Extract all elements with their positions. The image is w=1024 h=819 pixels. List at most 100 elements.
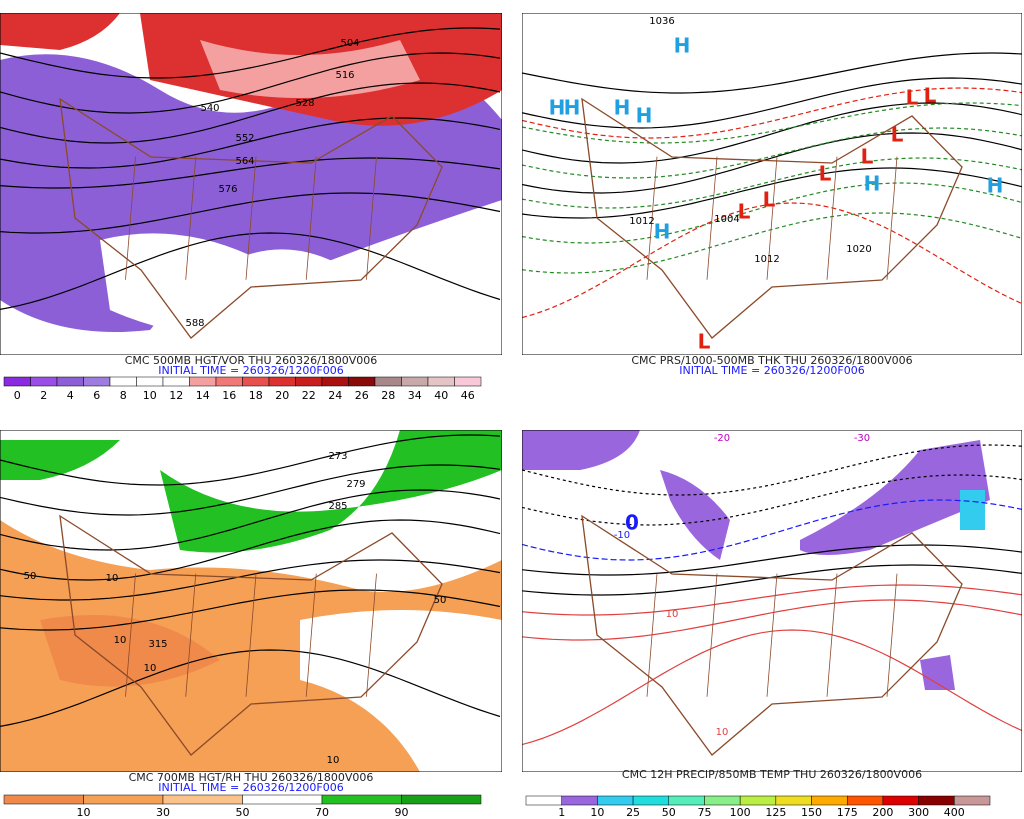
- colorbar-swatch: [597, 795, 634, 806]
- pressure-center: H: [636, 104, 653, 128]
- colorbar-swatch: [189, 376, 217, 387]
- contour-label: 50: [24, 571, 37, 582]
- colorbar-label: 25: [626, 806, 640, 819]
- pressure-center: L: [906, 86, 919, 110]
- colorbar-label: 70: [315, 806, 329, 819]
- colorbar-swatch: [668, 795, 705, 806]
- colorbar-label: 26: [355, 389, 369, 402]
- initial-time: INITIAL TIME = 260326/1200F006: [158, 781, 343, 794]
- contour-label: 315: [148, 639, 167, 650]
- pressure-center: L: [738, 200, 751, 224]
- colorbar-swatch: [811, 795, 848, 806]
- colorbar-label: 10: [77, 806, 91, 819]
- colorbar-swatch: [954, 795, 991, 806]
- pressure-center: H: [864, 172, 881, 196]
- state-border: [185, 573, 197, 697]
- colorbar-label: 200: [872, 806, 893, 819]
- colorbar-label: 400: [944, 806, 965, 819]
- colorbar-label: 46: [461, 389, 475, 402]
- country-border: [581, 514, 963, 756]
- contour-label: 10: [327, 755, 340, 766]
- contour: [522, 52, 1022, 94]
- contour: [522, 157, 1022, 209]
- panel-title: CMC PRS/1000-500MB THK THU 260326/1800V0…: [631, 354, 912, 367]
- colorbar-label: 22: [302, 389, 316, 402]
- colorbar-label: 4: [67, 389, 74, 402]
- colorbar-label: 125: [765, 806, 786, 819]
- country-border: [581, 97, 963, 339]
- contour: [522, 182, 1022, 244]
- contour: [0, 157, 501, 189]
- contour-label: 540: [200, 103, 219, 114]
- colorbar-swatch: [401, 376, 429, 387]
- contour: [522, 584, 1022, 616]
- contour-label: 285: [328, 501, 347, 512]
- contour: [0, 489, 501, 551]
- state-border: [305, 156, 317, 280]
- colorbar-swatch: [30, 376, 58, 387]
- state-border: [826, 156, 838, 280]
- colorbar-swatch: [632, 795, 670, 806]
- state-border: [646, 573, 658, 697]
- panel-title: CMC 12H PRECIP/850MB TEMP THU 260326/180…: [622, 768, 922, 781]
- colorbar-swatch: [704, 795, 741, 806]
- contour-label: 528: [295, 98, 314, 109]
- pressure-center: L: [698, 330, 711, 354]
- pressure-center: H: [674, 34, 691, 58]
- state-border: [366, 156, 377, 280]
- colorbar-label: 40: [434, 389, 448, 402]
- colorbar-swatch: [427, 376, 455, 387]
- contour: [522, 212, 1022, 274]
- pressure-center: H: [987, 174, 1004, 198]
- colorbar-label: 1: [558, 806, 565, 819]
- state-border: [826, 573, 838, 697]
- colorbar-label: 90: [395, 806, 409, 819]
- contour-label: -10: [614, 530, 630, 541]
- country-border: [59, 97, 443, 339]
- contour: [0, 519, 501, 581]
- pressure-center: L: [861, 145, 874, 169]
- colorbar-label: 24: [328, 389, 342, 402]
- colorbar-swatch: [242, 376, 270, 387]
- contour-label: 10: [666, 609, 679, 620]
- contour-label: 1012: [754, 254, 779, 265]
- contour: [0, 434, 501, 486]
- colorbar-label: 75: [697, 806, 711, 819]
- colorbar-label: 16: [222, 389, 236, 402]
- contour: [522, 599, 1022, 641]
- contour: [522, 132, 1022, 194]
- colorbar-swatch: [374, 376, 402, 387]
- colorbar-swatch: [295, 376, 323, 387]
- contour-label: 552: [235, 133, 254, 144]
- colorbar-swatch: [268, 376, 296, 387]
- colorbar-swatch: [454, 376, 482, 387]
- contour: [0, 559, 501, 601]
- map-precip: -30 -20 -100 10 10: [522, 430, 1022, 772]
- contour: [522, 102, 1022, 144]
- contour-label: 10: [716, 727, 729, 738]
- contour-label: -20: [714, 433, 730, 444]
- contour-label: 564: [235, 156, 254, 167]
- colorbar-label: 2: [40, 389, 47, 402]
- colorbar-label: 100: [730, 806, 751, 819]
- contour: [0, 27, 501, 79]
- colorbar-label: 28: [381, 389, 395, 402]
- colorbar-label: 300: [908, 806, 929, 819]
- state-border: [886, 156, 898, 280]
- state-border: [125, 156, 136, 280]
- colorbar-swatch: [918, 795, 955, 806]
- contour-label: 1020: [846, 244, 871, 255]
- contour: [522, 474, 1022, 526]
- colorbar-swatch: [846, 795, 884, 806]
- colorbar-swatch: [83, 794, 164, 805]
- pressure-center: L: [819, 162, 832, 186]
- contour: [522, 102, 1022, 164]
- colorbar-label: 6: [93, 389, 100, 402]
- country-border: [59, 514, 443, 756]
- state-border: [245, 156, 257, 280]
- colorbar-swatch: [83, 376, 111, 387]
- map-vorticity: 504 516 528 540 552 564 576 588: [0, 13, 502, 355]
- contour-label: 576: [218, 184, 237, 195]
- pressure-center: L: [763, 188, 776, 212]
